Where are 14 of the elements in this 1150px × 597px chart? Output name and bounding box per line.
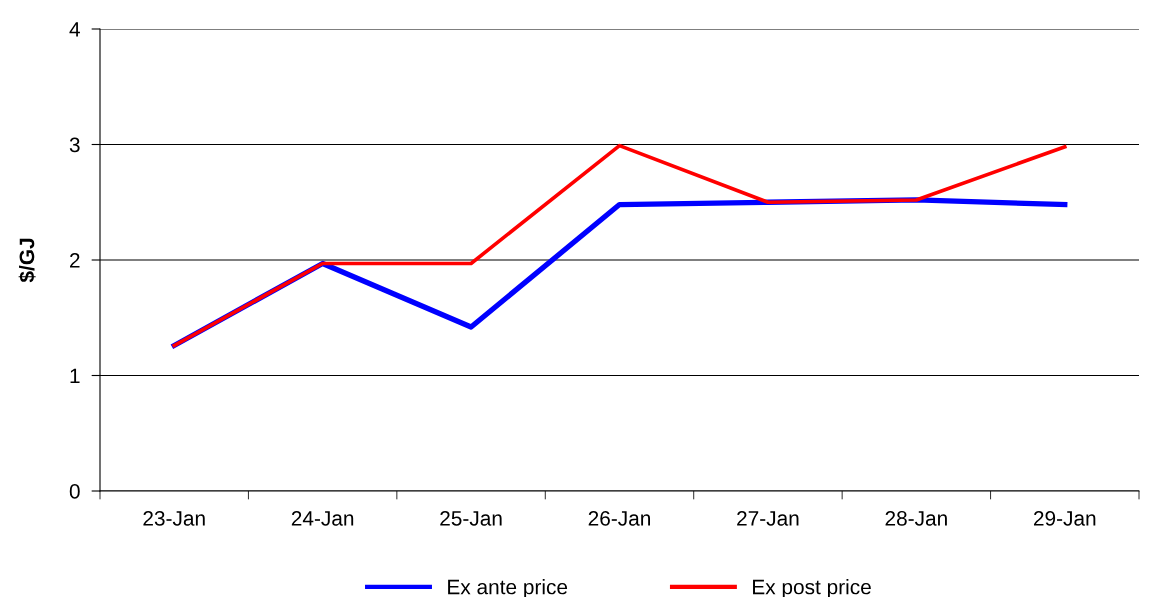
y-tick-label: 0 [69, 484, 80, 499]
y-axis-title: $/GJ [18, 238, 36, 283]
line-series [172, 143, 1067, 348]
x-tick-label: 25-Jan [440, 510, 502, 526]
x-tick-label: 27-Jan [737, 510, 799, 526]
x-tick-label: 23-Jan [143, 510, 205, 526]
x-tick-label: 24-Jan [291, 510, 354, 526]
y-tick-label: 1 [70, 368, 80, 384]
x-tick-label: 28-Jan [885, 510, 947, 526]
y-tick-label: 4 [69, 22, 80, 37]
y-tick-label: 3 [69, 137, 80, 153]
x-tick-label: 29-Jan [1033, 510, 1096, 526]
y-tick-label: 2 [70, 253, 80, 268]
x-tick-label: 26-Jan [588, 510, 650, 526]
